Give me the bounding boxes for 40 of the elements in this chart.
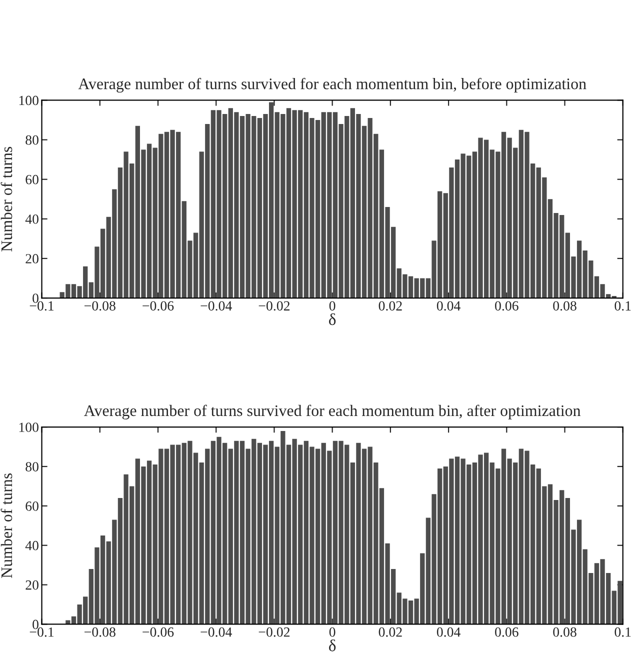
y-tick-label: 100 <box>19 422 38 432</box>
y-tick-label: 80 <box>26 135 38 145</box>
x-tick-label: 0.1 <box>614 301 631 311</box>
y-tick-label: 80 <box>26 462 38 472</box>
x-tick-label: 0.04 <box>436 301 460 311</box>
y-tick-label: 40 <box>25 540 38 550</box>
y-tick-label: 100 <box>19 96 38 106</box>
x-tick-label: −0.04 <box>200 301 232 311</box>
chart-title: Average number of turns survived for each momentum bin, after optimization <box>84 404 581 420</box>
y-tick-label: 60 <box>26 502 38 511</box>
y-tick-label: 20 <box>26 254 38 264</box>
y-axis-title: Number of turns <box>0 146 12 252</box>
chart-title: Average number of turns survived for each momentum bin, before optimization <box>78 78 586 93</box>
x-tick-label: −0.1 <box>30 301 54 311</box>
x-tick-label: 0.02 <box>378 301 402 311</box>
x-tick-label: −0.02 <box>258 627 290 637</box>
y-tick-label: 40 <box>25 214 38 224</box>
y-tick-label: 0 <box>32 294 38 303</box>
x-tick-label: 0.1 <box>614 627 631 637</box>
y-axis-title: Number of turns <box>0 473 12 578</box>
x-tick-label: 0.06 <box>495 301 518 311</box>
x-tick-label: 0.04 <box>436 627 460 637</box>
x-tick-label: −0.02 <box>258 301 290 311</box>
y-tick-label: 0 <box>32 620 38 630</box>
x-tick-label: 0.08 <box>553 627 576 637</box>
x-tick-label: −0.1 <box>30 627 54 637</box>
x-axis-title: δ <box>329 313 336 326</box>
x-tick-label: 0.08 <box>553 301 576 311</box>
x-tick-label: 0 <box>329 301 336 311</box>
y-tick-label: 20 <box>26 580 38 590</box>
y-tick-label: 60 <box>26 174 38 184</box>
x-tick-label: −0.04 <box>200 627 232 637</box>
x-tick-label: −0.08 <box>84 301 116 311</box>
x-axis-title: δ <box>329 640 336 652</box>
x-tick-label: −0.08 <box>84 627 116 637</box>
x-tick-label: −0.06 <box>142 627 174 637</box>
x-tick-label: 0 <box>329 627 336 637</box>
x-tick-label: −0.06 <box>142 301 174 311</box>
x-tick-label: 0.02 <box>378 627 402 637</box>
x-tick-label: 0.06 <box>495 627 518 637</box>
